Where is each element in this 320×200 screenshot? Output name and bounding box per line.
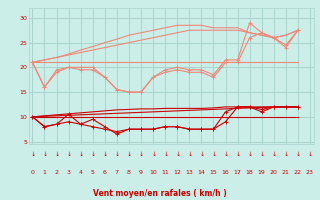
Text: $\downarrow$: $\downarrow$ bbox=[246, 150, 253, 158]
Text: $\downarrow$: $\downarrow$ bbox=[282, 150, 289, 158]
Text: $\downarrow$: $\downarrow$ bbox=[89, 150, 96, 158]
Text: 6: 6 bbox=[103, 170, 107, 175]
Text: Vent moyen/en rafales ( km/h ): Vent moyen/en rafales ( km/h ) bbox=[93, 189, 227, 198]
Text: 3: 3 bbox=[67, 170, 71, 175]
Text: 17: 17 bbox=[234, 170, 242, 175]
Text: 1: 1 bbox=[43, 170, 46, 175]
Text: 0: 0 bbox=[30, 170, 34, 175]
Text: $\downarrow$: $\downarrow$ bbox=[270, 150, 277, 158]
Text: $\downarrow$: $\downarrow$ bbox=[101, 150, 108, 158]
Text: 2: 2 bbox=[54, 170, 59, 175]
Text: $\downarrow$: $\downarrow$ bbox=[138, 150, 145, 158]
Text: $\downarrow$: $\downarrow$ bbox=[294, 150, 301, 158]
Text: $\downarrow$: $\downarrow$ bbox=[306, 150, 314, 158]
Text: 11: 11 bbox=[161, 170, 169, 175]
Text: $\downarrow$: $\downarrow$ bbox=[162, 150, 169, 158]
Text: 21: 21 bbox=[282, 170, 290, 175]
Text: $\downarrow$: $\downarrow$ bbox=[65, 150, 72, 158]
Text: $\downarrow$: $\downarrow$ bbox=[198, 150, 205, 158]
Text: $\downarrow$: $\downarrow$ bbox=[53, 150, 60, 158]
Text: 10: 10 bbox=[149, 170, 157, 175]
Text: 22: 22 bbox=[294, 170, 302, 175]
Text: 4: 4 bbox=[79, 170, 83, 175]
Text: 19: 19 bbox=[258, 170, 266, 175]
Text: $\downarrow$: $\downarrow$ bbox=[222, 150, 229, 158]
Text: 13: 13 bbox=[185, 170, 193, 175]
Text: $\downarrow$: $\downarrow$ bbox=[258, 150, 265, 158]
Text: 8: 8 bbox=[127, 170, 131, 175]
Text: $\downarrow$: $\downarrow$ bbox=[186, 150, 193, 158]
Text: $\downarrow$: $\downarrow$ bbox=[41, 150, 48, 158]
Text: $\downarrow$: $\downarrow$ bbox=[210, 150, 217, 158]
Text: 15: 15 bbox=[210, 170, 217, 175]
Text: $\downarrow$: $\downarrow$ bbox=[234, 150, 241, 158]
Text: 16: 16 bbox=[222, 170, 229, 175]
Text: 7: 7 bbox=[115, 170, 119, 175]
Text: $\downarrow$: $\downarrow$ bbox=[174, 150, 181, 158]
Text: 20: 20 bbox=[270, 170, 278, 175]
Text: 12: 12 bbox=[173, 170, 181, 175]
Text: $\downarrow$: $\downarrow$ bbox=[149, 150, 157, 158]
Text: $\downarrow$: $\downarrow$ bbox=[125, 150, 132, 158]
Text: $\downarrow$: $\downarrow$ bbox=[29, 150, 36, 158]
Text: 14: 14 bbox=[197, 170, 205, 175]
Text: 5: 5 bbox=[91, 170, 95, 175]
Text: $\downarrow$: $\downarrow$ bbox=[113, 150, 121, 158]
Text: 18: 18 bbox=[246, 170, 253, 175]
Text: 23: 23 bbox=[306, 170, 314, 175]
Text: 9: 9 bbox=[139, 170, 143, 175]
Text: $\downarrow$: $\downarrow$ bbox=[77, 150, 84, 158]
